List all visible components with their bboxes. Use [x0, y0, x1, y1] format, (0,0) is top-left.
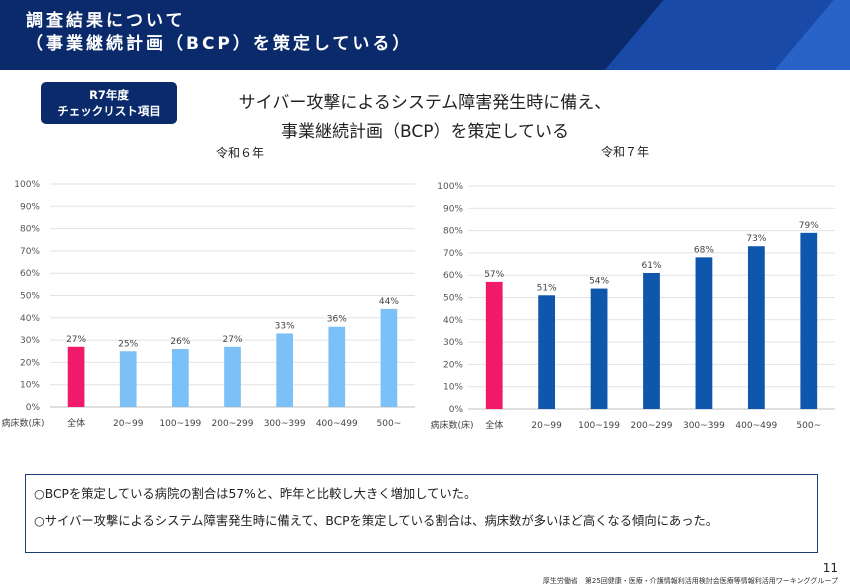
bar — [485, 281, 503, 409]
y-tick-label: 40% — [20, 314, 40, 324]
bar — [380, 308, 398, 407]
page-title: 調査結果について （事業継続計画（BCP）を策定している） — [26, 11, 413, 54]
category-label: 200~299 — [631, 421, 673, 431]
x-axis-label: 病床数(床) — [430, 419, 473, 431]
category-label: 100~199 — [159, 419, 201, 429]
category-label: 20~99 — [531, 421, 562, 431]
category-label: 300~399 — [683, 421, 725, 431]
y-tick-label: 20% — [443, 360, 463, 370]
data-label: 27% — [66, 335, 86, 345]
bar — [172, 349, 189, 407]
badge-line1: R7年度 — [89, 88, 129, 102]
y-tick-label: 50% — [443, 294, 463, 304]
chart-r7: 令和７年 0% 10% 20% 30% 40% 50% 60% 70% 80% 90% 100% 57%… — [425, 140, 850, 440]
bar — [224, 346, 241, 407]
y-tick-label: 90% — [20, 202, 40, 212]
x-axis-label: 病床数(床) — [1, 417, 44, 429]
y-tick-label: 50% — [20, 292, 40, 302]
y-tick-label: 10% — [20, 381, 40, 391]
y-tick-label: 90% — [443, 204, 463, 214]
y-tick-label: 70% — [20, 247, 40, 257]
footer-source: 厚生労働省 第25回健康・医療・介護情報利活用検討会医療等情報利活用ワーキンググ… — [542, 577, 838, 585]
bar — [67, 346, 85, 407]
y-tick-label: 20% — [20, 358, 40, 368]
bar — [328, 326, 346, 407]
category-label: 全体 — [67, 417, 85, 429]
chart-r6-svg: 令和６年 0% 10% 20% 30% 40% 50% 60% 70% 80% 90% 100% 27%… — [1, 145, 415, 429]
bar — [643, 272, 660, 409]
bar — [276, 333, 293, 407]
category-label: 400~499 — [316, 419, 358, 429]
bar — [538, 295, 556, 409]
data-label: 54% — [589, 277, 609, 287]
data-label: 26% — [170, 337, 190, 347]
category-label: 20~99 — [113, 419, 144, 429]
data-label: 27% — [222, 335, 242, 345]
category-label: 全体 — [485, 419, 503, 431]
data-label: 68% — [694, 245, 714, 255]
bar — [119, 351, 137, 407]
page-number: 11 — [822, 561, 838, 575]
data-label: 57% — [484, 270, 504, 280]
checklist-badge: R7年度 チェックリスト項目 — [41, 82, 177, 124]
y-tick-label: 100% — [437, 182, 463, 192]
data-label: 33% — [275, 321, 295, 331]
category-label: 100~199 — [578, 421, 620, 431]
category-label: 500~ — [796, 421, 821, 431]
data-label: 61% — [641, 261, 661, 271]
y-tick-label: 70% — [443, 249, 463, 259]
header-banner: 調査結果について （事業継続計画（BCP）を策定している） — [0, 0, 850, 70]
chart-title: 令和６年 — [216, 145, 264, 160]
data-label: 25% — [118, 339, 138, 349]
y-tick-label: 0% — [26, 403, 41, 413]
y-tick-label: 80% — [20, 225, 40, 235]
category-label: 300~399 — [264, 419, 306, 429]
y-tick-label: 60% — [20, 269, 40, 279]
chart-r7-svg: 令和７年 0% 10% 20% 30% 40% 50% 60% 70% 80% 90% 100% 57%… — [430, 144, 835, 431]
category-label: 400~499 — [735, 421, 777, 431]
category-label: 200~299 — [212, 419, 254, 429]
data-label: 51% — [537, 283, 557, 293]
chart-r6: 令和６年 0% 10% 20% 30% 40% 50% 60% 70% 80% 90% 100% 27%… — [0, 140, 425, 440]
bar — [695, 257, 713, 409]
data-label: 36% — [327, 315, 347, 325]
y-tick-label: 100% — [14, 180, 40, 190]
summary-note-2: ○サイバー攻撃によるシステム障害発生時に備えて、BCPを策定している割合は、病床… — [34, 514, 719, 528]
badge-line2: チェックリスト項目 — [57, 104, 161, 118]
headline-line2: 事業継続計画（BCP）を策定している — [281, 122, 569, 142]
y-tick-label: 10% — [443, 383, 463, 393]
summary-note-1: ○BCPを策定している病院の割合は57%と、昨年と比較し大きく増加していた。 — [34, 487, 477, 501]
bar — [590, 288, 608, 409]
y-tick-label: 0% — [449, 405, 464, 415]
data-label: 44% — [379, 297, 399, 307]
headline-line1: サイバー攻撃によるシステム障害発生時に備え、 — [238, 93, 612, 113]
bar — [747, 246, 765, 409]
bar — [800, 232, 818, 409]
y-tick-label: 30% — [443, 338, 463, 348]
y-tick-label: 40% — [443, 316, 463, 326]
category-label: 500~ — [377, 419, 402, 429]
data-label: 73% — [746, 234, 766, 244]
chart-title: 令和７年 — [601, 144, 649, 159]
y-tick-label: 80% — [443, 227, 463, 237]
y-tick-label: 60% — [443, 271, 463, 281]
y-tick-label: 30% — [20, 336, 40, 346]
summary-box: ○BCPを策定している病院の割合は57%と、昨年と比較し大きく増加していた。 ○… — [25, 474, 818, 553]
data-label: 79% — [799, 221, 819, 231]
